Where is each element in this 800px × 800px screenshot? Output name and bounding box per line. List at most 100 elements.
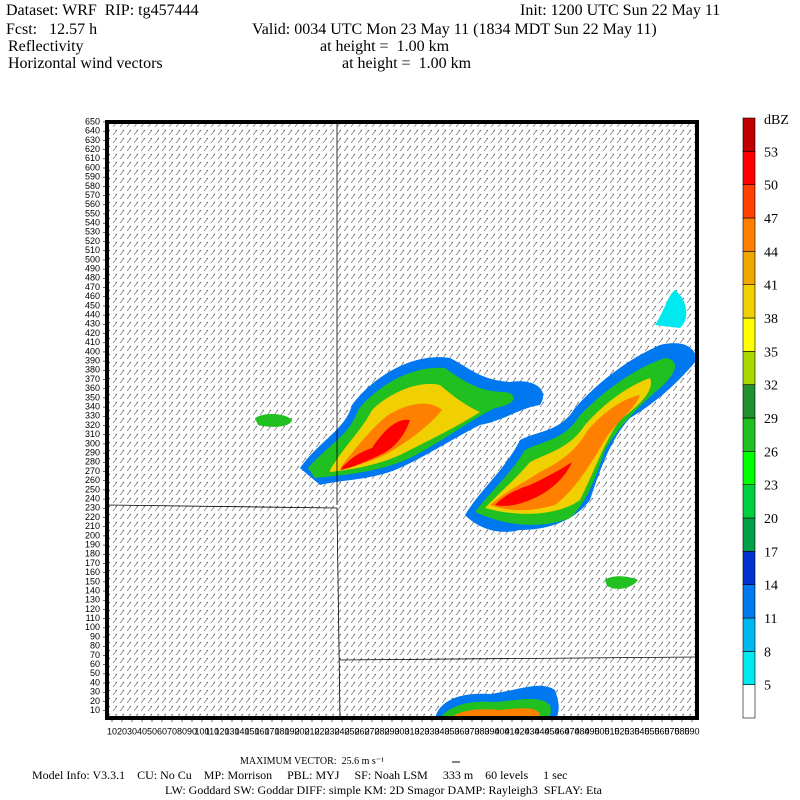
y-tick-label: 650	[85, 116, 100, 126]
colorbar-label: 14	[764, 579, 778, 594]
y-tick-label: 450	[85, 300, 100, 310]
x-tick-label: 430	[524, 726, 539, 736]
y-tick-label: 190	[85, 539, 100, 549]
forecast-hour: Fcst: 12.57 h	[6, 21, 97, 38]
colorbar-bin	[742, 351, 756, 385]
y-tick-label: 160	[85, 567, 100, 577]
colorbar-bin	[742, 151, 756, 185]
colorbar-bin	[742, 117, 756, 152]
colorbar-bin	[742, 484, 756, 519]
y-tick-label: 280	[85, 457, 100, 467]
y-tick-label: 470	[85, 282, 100, 292]
y-tick-label: 50	[90, 668, 100, 678]
colorbar-label: 20	[764, 512, 778, 527]
x-tick-label: 160	[254, 726, 269, 736]
x-tick-label: 410	[504, 726, 519, 736]
x-tick-label: 270	[364, 726, 379, 736]
x-tick-label: 310	[404, 726, 419, 736]
x-tick-label: 100	[194, 726, 209, 736]
y-tick-label: 600	[85, 162, 100, 172]
x-tick-label: 390	[484, 726, 499, 736]
colorbar-label: 44	[764, 245, 778, 260]
field-name: Reflectivity	[8, 38, 84, 55]
y-tick-label: 540	[85, 218, 100, 228]
x-tick-label: 110	[205, 726, 219, 736]
colorbar-label: 38	[764, 312, 778, 327]
x-tick-label: 40	[137, 726, 147, 736]
y-tick-label: 60	[90, 659, 100, 669]
colorbar-label: 5	[764, 679, 771, 694]
x-tick-label: 440	[534, 726, 549, 736]
colorbar-bin	[742, 184, 756, 219]
x-tick-label: 90	[187, 726, 197, 736]
x-tick-label: 370	[464, 726, 479, 736]
storm-echo	[300, 357, 544, 485]
x-tick-label: 590	[684, 726, 699, 736]
map-area	[105, 120, 699, 720]
x-tick-label: 140	[234, 726, 249, 736]
colorbar-label: 17	[764, 545, 778, 560]
physics-info: LW: Goddard SW: Goddar DIFF: simple KM: …	[165, 783, 603, 797]
storm-echo	[465, 343, 697, 532]
y-tick-label: 350	[85, 392, 100, 402]
y-tick-label: 560	[85, 199, 100, 209]
x-tick-label: 340	[434, 726, 449, 736]
y-tick-label: 80	[90, 641, 100, 651]
colorbar-bin	[742, 384, 756, 419]
colorbar-label: 47	[764, 212, 778, 227]
colorbar-label: 8	[764, 645, 771, 660]
y-tick-label: 390	[85, 356, 100, 366]
x-tick-label: 80	[177, 726, 187, 736]
y-tick-label: 300	[85, 438, 100, 448]
x-tick-label: 510	[604, 726, 619, 736]
colorbar-bin	[742, 617, 756, 652]
x-tick-label: 70	[167, 726, 177, 736]
y-tick-label: 210	[85, 521, 100, 531]
init-time: Init: 1200 UTC Sun 22 May 11	[520, 2, 720, 19]
x-tick-label: 380	[474, 726, 489, 736]
y-tick-label: 150	[85, 576, 100, 586]
valid-time: Valid: 0034 UTC Mon 23 May 11 (1834 MDT …	[252, 21, 657, 38]
colorbar-label: 32	[764, 379, 778, 394]
max-vector: MAXIMUM VECTOR: 25.6 m s⁻¹	[240, 756, 384, 767]
colorbar-bin	[742, 651, 756, 685]
x-tick-label: 20	[117, 726, 127, 736]
x-tick-label: 530	[624, 726, 639, 736]
y-tick-label: 130	[85, 595, 100, 605]
storm-echo	[255, 290, 687, 718]
y-tick-label: 220	[85, 512, 100, 522]
x-tick-label: 350	[444, 726, 459, 736]
y-tick-label: 320	[85, 420, 100, 430]
colorbar-label: 11	[764, 612, 777, 627]
x-tick-label: 240	[334, 726, 349, 736]
x-tick-label: 570	[664, 726, 679, 736]
y-tick-label: 70	[90, 650, 100, 660]
y-tick-label: 580	[85, 181, 100, 191]
colorbar-bin	[742, 251, 756, 285]
dataset: Dataset: WRF RIP: tg457444	[6, 2, 199, 19]
y-tick-label: 230	[85, 503, 100, 513]
y-tick-label: 40	[90, 677, 100, 687]
colorbar-label: 23	[764, 479, 778, 494]
x-tick-label: 120	[214, 726, 229, 736]
y-tick-label: 340	[85, 401, 100, 411]
x-tick-label: 250	[344, 726, 359, 736]
model-info: Model Info: V3.3.1 CU: No Cu MP: Morriso…	[32, 768, 567, 782]
x-tick-label: 560	[654, 726, 669, 736]
y-tick-label: 310	[85, 429, 100, 439]
x-tick-label: 480	[574, 726, 589, 736]
y-tick-label: 180	[85, 549, 100, 559]
x-tick-label: 360	[454, 726, 469, 736]
y-tick-label: 270	[85, 466, 100, 476]
x-tick-label: 30	[127, 726, 137, 736]
x-tick-label: 180	[274, 726, 289, 736]
x-tick-label: 460	[554, 726, 569, 736]
y-tick-label: 100	[85, 622, 100, 632]
y-tick-label: 620	[85, 144, 100, 154]
y-tick-label: 490	[85, 264, 100, 274]
x-tick-label: 130	[224, 726, 239, 736]
y-tick-label: 20	[90, 696, 100, 706]
colorbar-bin	[742, 284, 756, 319]
y-tick-label: 30	[90, 687, 100, 697]
field-level: at height = 1.00 km	[342, 55, 472, 72]
